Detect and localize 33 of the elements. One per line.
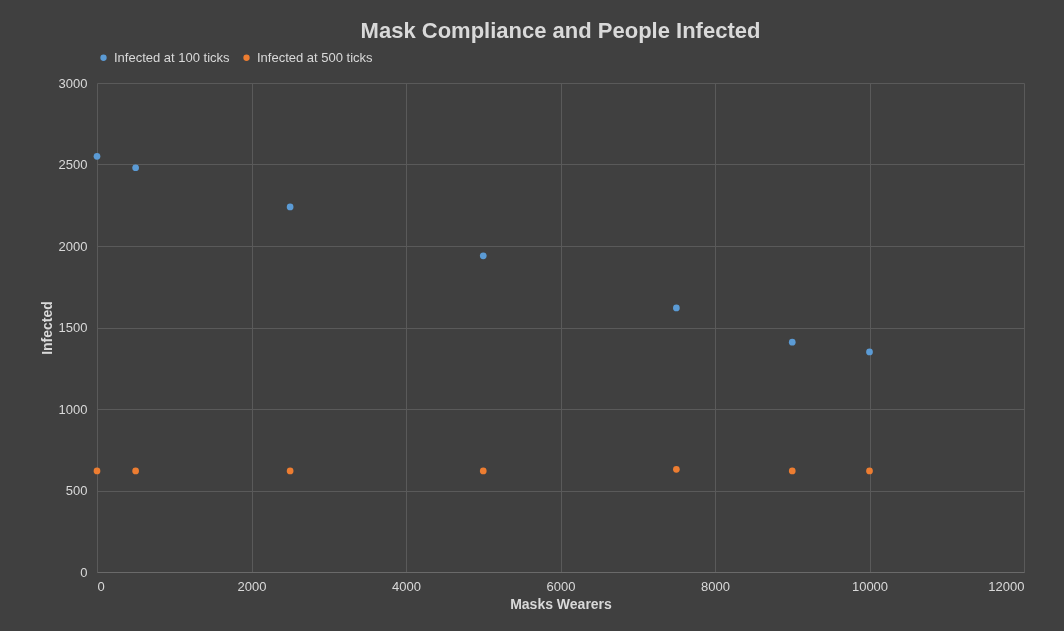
x-tick-label: 0 <box>97 578 105 594</box>
legend-label: Infected at 100 ticks <box>114 49 231 65</box>
x-tick-label: 4000 <box>392 578 421 594</box>
x-tick-label: 12000 <box>988 578 1025 594</box>
y-axis-title: Infected <box>38 301 55 355</box>
legend-label: Infected at 500 ticks <box>257 49 374 65</box>
point <box>132 164 139 172</box>
point <box>286 203 294 211</box>
point <box>479 252 487 260</box>
point <box>673 304 680 312</box>
x-tick-label: 8000 <box>701 578 730 594</box>
x-tick-label: 10000 <box>851 578 889 594</box>
point <box>132 467 139 475</box>
x-tick-label: 2000 <box>237 578 267 594</box>
y-tick-label: 2500 <box>58 157 88 172</box>
x-tick-label: 6000 <box>546 578 576 594</box>
point <box>286 467 294 475</box>
point <box>866 348 873 356</box>
y-tick-label: 1500 <box>58 320 88 335</box>
y-tick-label: 1000 <box>58 401 88 417</box>
y-tick-label: 3000 <box>58 75 88 91</box>
point <box>788 338 796 346</box>
y-tick-label: 500 <box>65 483 88 498</box>
chart-title: Mask Compliance and People Infected <box>360 18 761 43</box>
y-tick-label: 2000 <box>58 238 88 254</box>
x-axis-title: Masks Wearers <box>510 595 613 612</box>
point <box>866 467 873 475</box>
y-tick-label: 0 <box>80 564 88 580</box>
point <box>479 467 487 475</box>
point <box>788 467 796 475</box>
point <box>93 467 101 475</box>
point <box>93 153 101 160</box>
point <box>673 465 680 473</box>
